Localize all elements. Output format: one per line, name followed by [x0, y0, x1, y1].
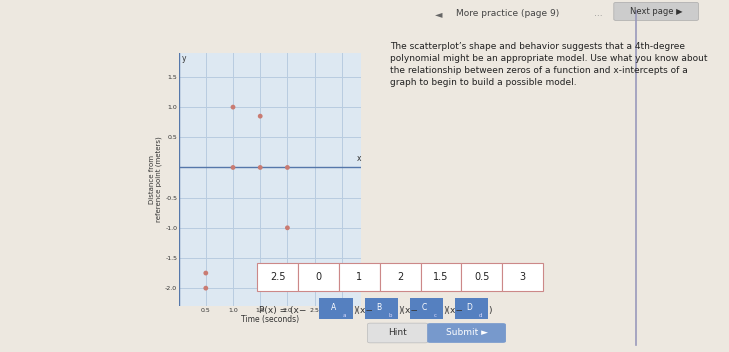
Text: Submit ►: Submit ►	[445, 328, 488, 338]
Text: C: C	[421, 303, 426, 313]
Text: )(x−: )(x−	[398, 306, 418, 315]
Point	[281, 225, 293, 231]
Text: 1: 1	[356, 272, 362, 282]
Text: 1.5: 1.5	[433, 272, 449, 282]
Text: a: a	[343, 313, 346, 318]
Point	[336, 273, 348, 279]
Text: D: D	[467, 303, 472, 313]
Text: More practice (page 9): More practice (page 9)	[456, 9, 559, 18]
Point	[227, 104, 239, 110]
Point	[309, 270, 321, 276]
Text: ): )	[488, 306, 492, 315]
Text: 2.5: 2.5	[270, 272, 286, 282]
Text: Hint: Hint	[389, 328, 407, 338]
Point	[227, 165, 239, 170]
Text: 3: 3	[520, 272, 526, 282]
Point	[200, 285, 211, 291]
Text: )(x−: )(x−	[353, 306, 373, 315]
X-axis label: Time (seconds): Time (seconds)	[241, 315, 299, 325]
Point	[281, 165, 293, 170]
Text: B: B	[376, 303, 381, 313]
Text: 0: 0	[316, 272, 321, 282]
Text: ◄: ◄	[435, 9, 443, 19]
Text: Next page ▶: Next page ▶	[630, 7, 682, 16]
Point	[200, 270, 211, 276]
Text: 0.5: 0.5	[474, 272, 490, 282]
Text: b: b	[388, 313, 391, 318]
Text: )(x−: )(x−	[443, 306, 463, 315]
Point	[254, 113, 266, 119]
Text: The scatterplot’s shape and behavior suggests that a 4th-degree
polynomial might: The scatterplot’s shape and behavior sug…	[390, 42, 708, 87]
Text: y: y	[182, 54, 187, 63]
Text: ...: ...	[594, 9, 603, 18]
Text: c: c	[434, 313, 437, 318]
Point	[254, 165, 266, 170]
Text: x: x	[357, 154, 362, 163]
Y-axis label: Distance from
reference point (meters): Distance from reference point (meters)	[149, 137, 163, 222]
Text: P(x) = (x−: P(x) = (x−	[259, 306, 306, 315]
Text: A: A	[331, 303, 336, 313]
Text: d: d	[478, 313, 482, 318]
Point	[309, 282, 321, 288]
Text: 2: 2	[397, 272, 403, 282]
